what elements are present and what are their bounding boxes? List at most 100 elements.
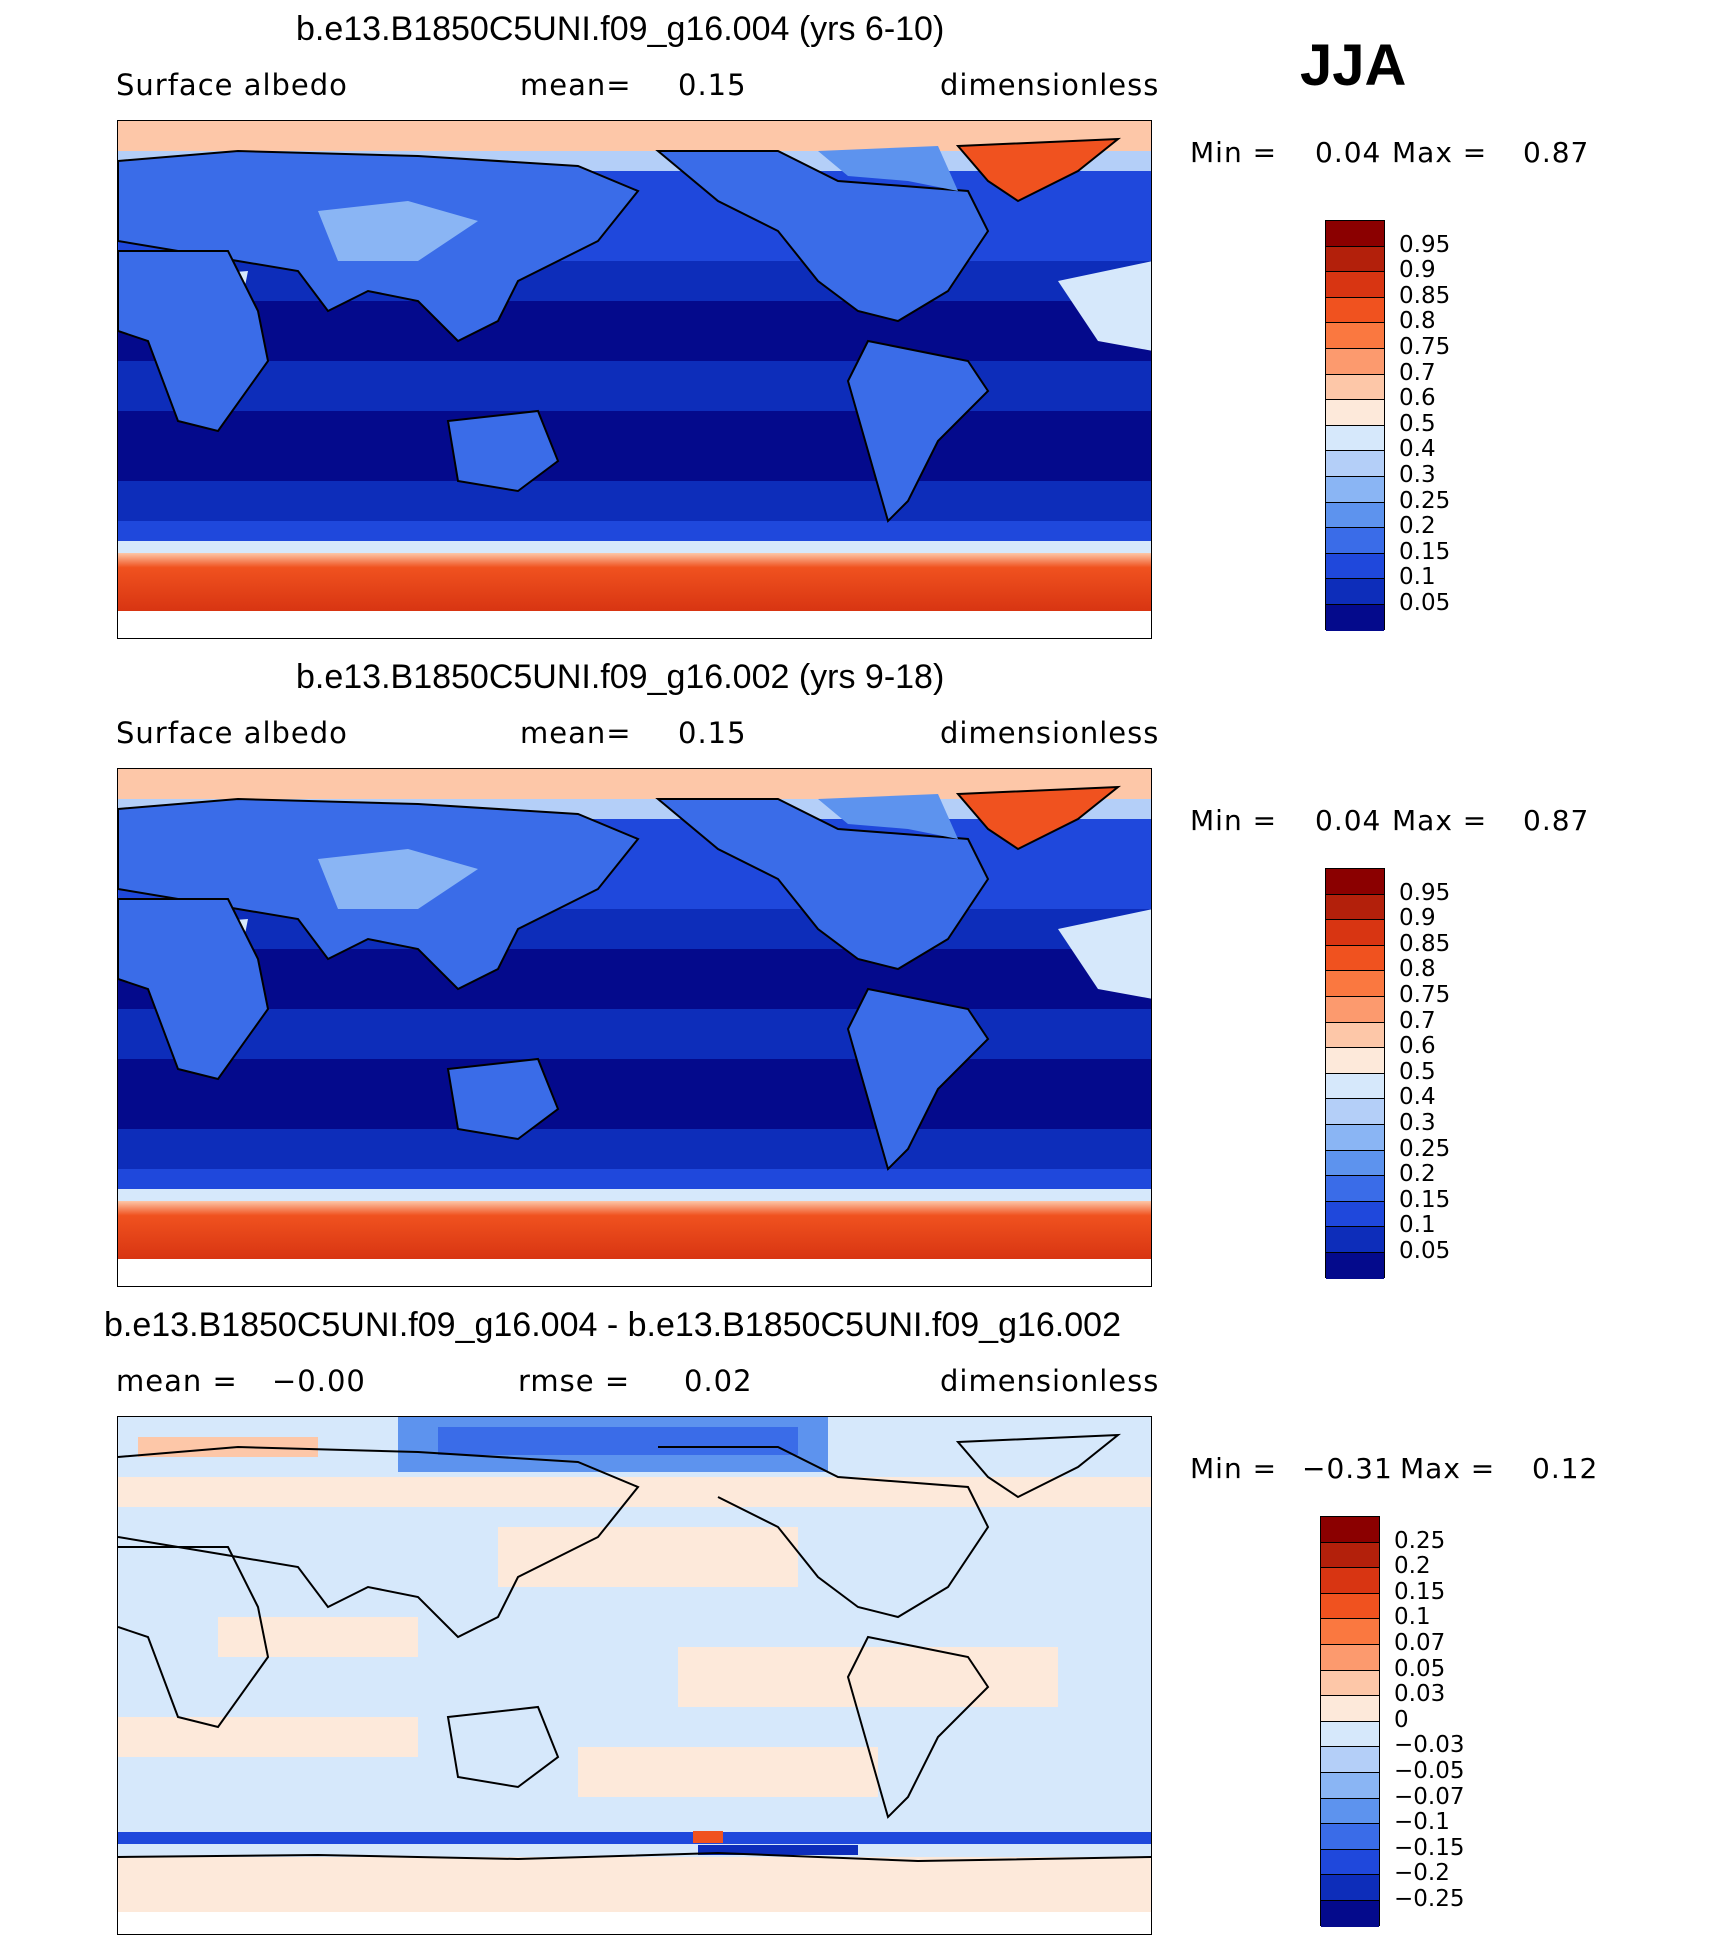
colorbar-swatch — [1326, 920, 1384, 946]
colorbar-swatch — [1321, 1619, 1379, 1645]
south-america — [846, 339, 990, 523]
australia — [446, 409, 560, 493]
colorbar-swatch — [1326, 246, 1384, 273]
colorbar-tick-label: 0.75 — [1399, 982, 1451, 1008]
colorbar-tick-label: 0.2 — [1394, 1553, 1431, 1580]
colorbar-tick-label: 0.5 — [1399, 1058, 1436, 1085]
colorbar-swatch — [1321, 1721, 1379, 1748]
colorbar-swatch — [1326, 1099, 1384, 1125]
colorbar-tick-label: 0.4 — [1399, 436, 1436, 463]
colorbar-tick-label: 0.15 — [1399, 538, 1451, 565]
panel-1-units: dimensionless — [940, 68, 1160, 102]
colorbar-swatch — [1326, 297, 1384, 324]
panel-3-title: b.e13.B1850C5UNI.f09_g16.004 - b.e13.B18… — [104, 1306, 1121, 1344]
panel-3-max-label: Max = — [1400, 1452, 1496, 1485]
colorbar-swatch — [1321, 1542, 1379, 1569]
colorbar-tick-label: 0.05 — [1394, 1655, 1446, 1682]
panel-3-max-value: 0.12 — [1532, 1452, 1599, 1485]
sea-ice-edge-anomaly — [118, 1832, 1151, 1844]
colorbar-box — [1325, 220, 1385, 631]
panel-1-map-svg — [118, 121, 1151, 638]
colorbar-swatch — [1321, 1773, 1379, 1799]
colorbar-swatch — [1326, 1048, 1384, 1074]
colorbar-swatch — [1321, 1798, 1379, 1825]
panel-1-title: b.e13.B1850C5UNI.f09_g16.004 (yrs 6-10) — [296, 10, 945, 48]
panel-1-min-label: Min = — [1190, 136, 1278, 169]
colorbar-tick-label: 0.3 — [1399, 1110, 1436, 1136]
panel-2-map-svg — [118, 769, 1151, 1286]
panel-1-variable: Surface albedo — [116, 68, 348, 102]
colorbar-box — [1320, 1516, 1380, 1927]
panel-2-min-label: Min = — [1190, 804, 1278, 837]
panel-3-units: dimensionless — [940, 1364, 1160, 1398]
colorbar-swatch — [1326, 1201, 1384, 1228]
colorbar-tick-label: 0.85 — [1399, 282, 1451, 309]
colorbar-swatch — [1326, 221, 1384, 247]
colorbar-tick-label: 0.2 — [1399, 1161, 1436, 1188]
colorbar-swatch — [1326, 1022, 1384, 1049]
colorbar-tick-label: 0.85 — [1399, 930, 1451, 957]
colorbar-tick-label: 0.95 — [1399, 879, 1451, 906]
colorbar-swatch — [1326, 1227, 1384, 1253]
colorbar-swatch — [1326, 869, 1384, 895]
colorbar-swatch — [1326, 553, 1384, 580]
panel-3-map-svg — [118, 1417, 1151, 1934]
australia — [446, 1057, 560, 1141]
africa — [118, 250, 270, 433]
colorbar-tick-label: 0.2 — [1399, 513, 1436, 540]
colorbar-tick-label: 0.1 — [1399, 564, 1436, 591]
colorbar-tick-label: 0.6 — [1399, 1033, 1436, 1060]
africa — [118, 898, 270, 1081]
greenland — [955, 785, 1122, 851]
colorbar-tick-label: 0.03 — [1394, 1681, 1446, 1708]
sea-ice-edge — [118, 541, 1151, 553]
colorbar-swatch — [1321, 1568, 1379, 1594]
panel-3-min-value: −0.31 — [1302, 1452, 1393, 1485]
colorbar-swatch — [1326, 971, 1384, 997]
panel-3-min-label: Min = — [1190, 1452, 1278, 1485]
colorbar-tick-label: 0.1 — [1399, 1212, 1436, 1239]
colorbar-swatch — [1326, 528, 1384, 554]
colorbar-swatch — [1321, 1670, 1379, 1697]
north-america — [655, 150, 990, 323]
colorbar-tick-label: −0.03 — [1394, 1732, 1465, 1759]
panel-3-rmse-value: 0.02 — [684, 1364, 753, 1398]
colorbar-swatch — [1326, 502, 1384, 529]
colorbar-tick-label: −0.2 — [1394, 1860, 1450, 1887]
panel-2-variable: Surface albedo — [116, 716, 348, 750]
antarctic-ice — [118, 553, 1151, 611]
panel-2-title: b.e13.B1850C5UNI.f09_g16.002 (yrs 9-18) — [296, 658, 945, 696]
colorbar-swatch — [1321, 1696, 1379, 1722]
sea-ice-edge — [118, 1189, 1151, 1201]
colorbar-tick-label: 0.9 — [1399, 257, 1436, 284]
colorbar-swatch — [1321, 1517, 1379, 1543]
colorbar-swatch — [1326, 579, 1384, 605]
panel-1-max-label: Max = — [1392, 136, 1488, 169]
panel-2-mean-label: mean= — [520, 716, 632, 750]
colorbar-swatch — [1326, 945, 1384, 972]
colorbar-swatch — [1321, 1901, 1379, 1927]
panel-2-max-label: Max = — [1392, 804, 1488, 837]
colorbar-swatch — [1326, 894, 1384, 921]
panel-2-map — [117, 768, 1152, 1287]
panel-1-min-value: 0.04 — [1315, 136, 1382, 169]
colorbar-swatch — [1326, 477, 1384, 503]
colorbar-swatch — [1326, 1253, 1384, 1279]
south-america — [846, 987, 990, 1171]
colorbar-swatch — [1321, 1593, 1379, 1620]
colorbar-tick-label: 0.25 — [1399, 487, 1451, 514]
colorbar-tick-label: −0.07 — [1394, 1783, 1465, 1810]
north-america — [655, 798, 990, 971]
colorbar-box — [1325, 868, 1385, 1279]
colorbar-swatch — [1321, 1875, 1379, 1901]
colorbar-swatch — [1326, 451, 1384, 477]
colorbar-tick-label: 0.8 — [1399, 308, 1436, 335]
colorbar-tick-label: 0.8 — [1399, 956, 1436, 983]
panel-3-mean-value: −0.00 — [272, 1364, 366, 1398]
greenland — [955, 137, 1122, 203]
colorbar-tick-label: 0.7 — [1399, 1007, 1436, 1034]
colorbar-tick-label: 0.05 — [1399, 1238, 1451, 1264]
panel-1-max-value: 0.87 — [1523, 136, 1590, 169]
colorbar-tick-label: 0.25 — [1394, 1527, 1446, 1554]
continents — [118, 785, 1151, 1171]
